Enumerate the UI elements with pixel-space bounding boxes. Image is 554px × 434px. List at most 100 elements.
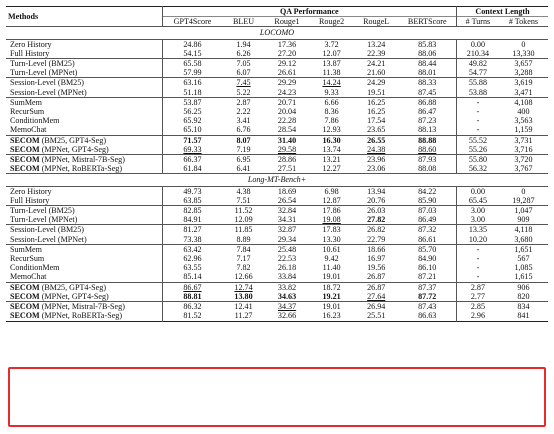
results-table: Methods QA Performance Context Length GP…	[6, 6, 548, 322]
table-row: RecurSum 56.25 2.22 20.04 8.36 16.25 86.47 - 400	[6, 107, 548, 117]
cell-rougel: 16.25	[367, 97, 386, 107]
method-cell: SECOM (MPNet, Mistral-7B-Seg)	[6, 155, 162, 165]
col-header-tokens: # Tokens	[508, 17, 539, 27]
col-header-rougel: RougeL	[363, 17, 390, 27]
cell-bleu: 12.66	[234, 272, 253, 282]
cell-bertscore: 87.03	[418, 206, 437, 216]
cell-rouge2: 16.23	[322, 311, 341, 321]
cell-bleu: 2.22	[236, 107, 251, 117]
cell-gpt4score: 65.10	[161, 125, 223, 136]
cell-bertscore: 88.88	[418, 135, 437, 145]
method-cell: Full History	[10, 195, 50, 205]
cell-bertscore: 88.44	[418, 59, 437, 69]
cell-rougel: 20.76	[367, 195, 386, 205]
table-row: MemoChat 65.10 6.76 28.54 12.93 23.65 88.13 - 1,…	[6, 125, 548, 136]
cell-rouge2: 6.98	[324, 186, 339, 196]
cell-gpt4score: 63.85	[161, 195, 223, 206]
cell-gpt4score: 86.32	[161, 301, 223, 312]
cell-bleu: 12.74	[234, 282, 253, 292]
table-row: Zero History 49.73 4.38 18.69 6.98 13.94 84.22…	[6, 186, 548, 196]
cell-rougel: 19.56	[367, 263, 386, 273]
cell-rougel: 26.94	[367, 302, 386, 312]
table-row: MemoChat 85.14 12.66 33.84 19.01 26.87 87.21 - 1…	[6, 272, 548, 283]
cell-rouge2: 11.40	[322, 263, 341, 273]
table-row: Turn-Level (MPNet) 57.99 6.07 26.61 11.38 21.…	[6, 68, 548, 78]
col-header-rouge2: Rouge2	[319, 17, 345, 27]
cell-rouge1: 29.29	[277, 78, 297, 88]
cell-bertscore: 85.90	[418, 195, 437, 205]
cell-turns: 2.77	[455, 291, 499, 302]
col-header-bleu: BLEU	[232, 17, 255, 27]
cell-tokens: 3,619	[514, 78, 533, 88]
cell-tokens: 4,108	[514, 97, 533, 107]
method-cell: Session-Level (MPNet)	[10, 87, 87, 97]
table-row: ConditionMem 65.92 3.41 22.28 7.86 17.54 87.23…	[6, 116, 548, 126]
method-cell: SumMem	[10, 244, 42, 254]
cell-bertscore: 88.08	[418, 164, 437, 174]
cell-tokens: 906	[517, 282, 530, 292]
method-cell: Zero History	[10, 186, 52, 196]
cell-bertscore: 87.37	[418, 282, 437, 292]
cell-bertscore: 87.45	[418, 87, 437, 97]
cell-rouge1: 29.34	[277, 234, 297, 244]
cell-rouge1: 17.36	[277, 39, 297, 49]
cell-turns: 0.00	[455, 186, 499, 196]
cell-rouge1: 24.23	[277, 87, 297, 97]
cell-bertscore: 86.10	[418, 263, 437, 273]
method-cell: MemoChat	[10, 272, 47, 282]
cell-rouge2: 9.33	[324, 87, 339, 97]
table-row: SumMem 63.42 7.84 25.48 10.61 18.66 85.70 - 1,65…	[6, 244, 548, 255]
cell-rouge1: 32.66	[277, 311, 297, 321]
method-name: SECOM	[10, 155, 40, 165]
cell-tokens: 1,159	[514, 125, 533, 135]
cell-gpt4score: 81.27	[161, 224, 223, 235]
cell-bertscore: 84.22	[418, 186, 437, 196]
cell-rouge2: 12.87	[322, 195, 341, 205]
cell-turns: 65.45	[455, 195, 499, 206]
cell-rouge2: 17.83	[322, 225, 341, 235]
cell-bleu: 7.84	[236, 244, 251, 254]
cell-rouge1: 31.40	[277, 135, 297, 145]
cell-turns: 55.88	[455, 77, 499, 88]
table-row: SECOM (MPNet, Mistral-7B-Seg) 86.32 12.41 3…	[6, 301, 548, 312]
section-title-row: LOCOMO	[6, 26, 548, 39]
cell-turns: 10.20	[455, 234, 499, 245]
cell-bertscore: 86.63	[418, 311, 437, 321]
cell-turns: -	[455, 107, 499, 117]
cell-turns: -	[455, 244, 499, 255]
method-cell: SECOM (MPNet, GPT4-Seg)	[6, 145, 162, 155]
cell-rougel: 26.03	[367, 206, 386, 216]
method-cell: Session-Level (BM25)	[10, 78, 84, 88]
cell-rouge1: 25.48	[277, 244, 297, 254]
cell-turns: 55.80	[455, 154, 499, 165]
cell-turns: 53.88	[455, 87, 499, 98]
cell-rougel: 17.54	[367, 116, 386, 126]
section-title: Long-MT-Bench+	[247, 175, 307, 185]
cell-turns: 13.35	[455, 224, 499, 235]
cell-tokens: 841	[517, 311, 530, 321]
cell-bleu: 12.41	[234, 302, 253, 312]
method-cell: Session-Level (BM25)	[10, 225, 84, 235]
cell-rouge1: 32.87	[277, 225, 297, 235]
table-row: SECOM (MPNet, Mistral-7B-Seg) 66.37 6.95 28…	[6, 154, 548, 165]
cell-rouge2: 14.24	[322, 78, 341, 88]
cell-rouge1: 34.31	[277, 215, 297, 225]
method-name: SECOM	[10, 135, 40, 145]
method-cell: SECOM (MPNet, RoBERTa-Seg)	[6, 311, 162, 321]
cell-turns: 2.96	[455, 311, 499, 321]
cell-rouge2: 13.74	[322, 144, 341, 154]
cell-gpt4score: 54.15	[161, 48, 223, 59]
cell-rouge1: 27.20	[277, 48, 297, 58]
cell-rouge1: 27.51	[277, 164, 297, 174]
cell-tokens: 1,651	[514, 244, 533, 254]
cell-tokens: 1,047	[514, 206, 533, 216]
col-header-gpt4score: GPT4Score	[161, 16, 223, 27]
cell-rougel: 25.51	[367, 311, 386, 321]
cell-bertscore: 87.21	[418, 272, 437, 282]
cell-rouge2: 19.21	[322, 291, 341, 301]
cell-turns: 49.82	[455, 58, 499, 69]
cell-rouge2: 11.38	[322, 68, 341, 78]
table-row: SECOM (MPNet, RoBERTa-Seg) 81.52 11.27 32.6…	[6, 311, 548, 321]
cell-turns: -	[455, 125, 499, 136]
table-row: Session-Level (BM25) 63.16 7.45 29.29 14.24 2…	[6, 77, 548, 88]
